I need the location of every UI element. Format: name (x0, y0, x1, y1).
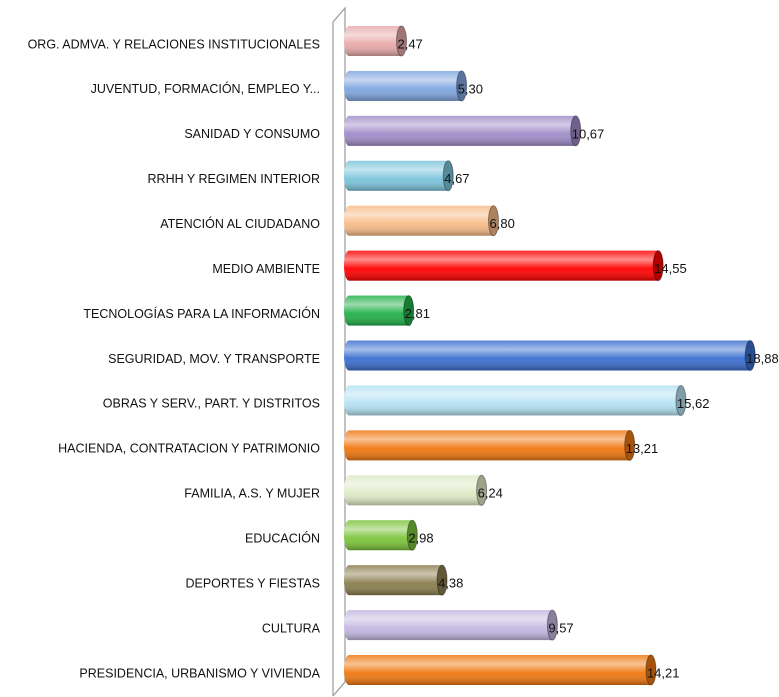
bar-cap-right (476, 474, 488, 506)
y-tick-label: ORG. ADMVA. Y RELACIONES INSTITUCIONALES (28, 37, 320, 51)
bar-cap-left-shine (344, 115, 354, 146)
bar-shine (349, 475, 482, 506)
y-tick-label: EDUCACIÓN (245, 531, 320, 546)
bar-cap-right-shade (547, 610, 558, 641)
bar-cap-right (436, 564, 448, 596)
bar-shine (349, 655, 651, 686)
bar-cap-right (546, 609, 558, 641)
bar-cap-right-shade (745, 340, 756, 371)
bar-shine (349, 340, 751, 371)
bar-cap-right-shade (645, 655, 656, 686)
value-label: 10,67 (572, 126, 605, 141)
bar-shine (349, 205, 494, 236)
bar-shine (349, 520, 413, 551)
y-tick-label: PRESIDENCIA, URBANISMO Y VIVIENDA (79, 666, 320, 680)
axis-wall (332, 6, 346, 697)
bar-cap-right (652, 250, 664, 282)
bar-shine (349, 565, 443, 596)
bar-cap-left-shine (344, 295, 354, 326)
bar-cap-right-shade (443, 160, 454, 191)
bar-cap-left-shine (344, 430, 354, 461)
y-tick-label: JUVENTUD, FORMACIÓN, EMPLEO Y... (91, 81, 320, 96)
bar-cap-left-shine (344, 205, 354, 236)
value-label: 5,30 (458, 81, 483, 96)
bar-cap-left-shine (344, 565, 354, 596)
value-label: 14,21 (647, 665, 680, 680)
bar-cap-left-shine (344, 340, 354, 371)
value-label: 15,62 (677, 396, 710, 411)
bar-cap-right-shade (456, 70, 467, 101)
bar-shine (349, 160, 449, 191)
y-tick-label: CULTURA (262, 621, 321, 635)
bar-cap-right (645, 654, 657, 686)
bar-cap-left-shine (344, 70, 354, 101)
bar-cap-right-shade (624, 430, 635, 461)
bar-cap-right (570, 115, 582, 147)
value-label: 6,80 (490, 216, 515, 231)
bar-shine (349, 70, 462, 101)
value-label: 14,55 (654, 261, 687, 276)
bar-cap-right-shade (476, 475, 487, 506)
bar-cap-right (403, 295, 415, 327)
bar-cap-right (744, 340, 756, 372)
value-label: 13,21 (626, 441, 659, 456)
y-tick-label: SEGURIDAD, MOV. Y TRANSPORTE (108, 352, 320, 366)
bar-cap-right-shade (488, 205, 499, 236)
bar-cap-right (395, 25, 407, 57)
value-label: 2,98 (408, 531, 433, 546)
value-label: 4,67 (444, 171, 469, 186)
bar-shine (349, 610, 553, 641)
bar-shine (349, 295, 409, 326)
bar-cap-right-shade (403, 295, 414, 326)
bar-cap-right (456, 70, 468, 102)
y-tick-label: RRHH Y REGIMEN INTERIOR (148, 172, 320, 186)
y-tick-label: SANIDAD Y CONSUMO (184, 127, 320, 141)
value-label: 2,47 (397, 36, 422, 51)
value-label: 2,81 (405, 306, 430, 321)
bar-cap-left-shine (344, 160, 354, 191)
bar-cap-right-shade (407, 520, 418, 551)
y-tick-label: ATENCIÓN AL CIUDADANO (160, 216, 320, 231)
bar-cap-right-shade (675, 385, 686, 416)
y-tick-label: DEPORTES Y FIESTAS (185, 576, 320, 590)
value-label: 9,57 (548, 621, 573, 636)
y-tick-label: TECNOLOGÍAS PARA LA INFORMACIÓN (83, 306, 320, 321)
bar-shine (349, 115, 576, 146)
bar-shine (349, 26, 402, 56)
bar-cap-right-shade (653, 250, 664, 281)
bar-shine (349, 250, 659, 281)
bar-cap-left-shine (344, 520, 354, 551)
y-tick-label: FAMILIA, A.S. Y MUJER (184, 487, 320, 501)
bar-cap-left-shine (344, 610, 354, 641)
bar-cap-left-shine (344, 250, 354, 281)
bar-cap-left-shine (344, 385, 354, 416)
y-tick-label: MEDIO AMBIENTE (212, 262, 320, 276)
bar-cap-right (624, 429, 636, 461)
bar-shine (349, 430, 630, 461)
bar-cap-right-shade (437, 565, 448, 596)
value-label: 4,38 (438, 576, 463, 591)
bar-cap-left-shine (344, 475, 354, 506)
bar-cap-right (488, 205, 499, 237)
bar-cap-right-shade (570, 115, 581, 146)
bar-cap-left-shine (344, 655, 354, 686)
value-label: 6,24 (478, 486, 503, 501)
bar-cap-right (675, 384, 687, 416)
bar-cap-right (442, 160, 454, 192)
bar-shine (349, 385, 681, 416)
bar-cap-left-shine (344, 26, 354, 56)
y-tick-label: HACIENDA, CONTRATACION Y PATRIMONIO (58, 442, 320, 456)
bar-cap-right-shade (396, 26, 407, 56)
value-label: 18,88 (746, 351, 779, 366)
bar-cap-right (406, 519, 418, 551)
plot: ORG. ADMVA. Y RELACIONES INSTITUCIONALES… (28, 25, 779, 686)
y-tick-label: OBRAS Y SERV., PART. Y DISTRITOS (103, 397, 320, 411)
